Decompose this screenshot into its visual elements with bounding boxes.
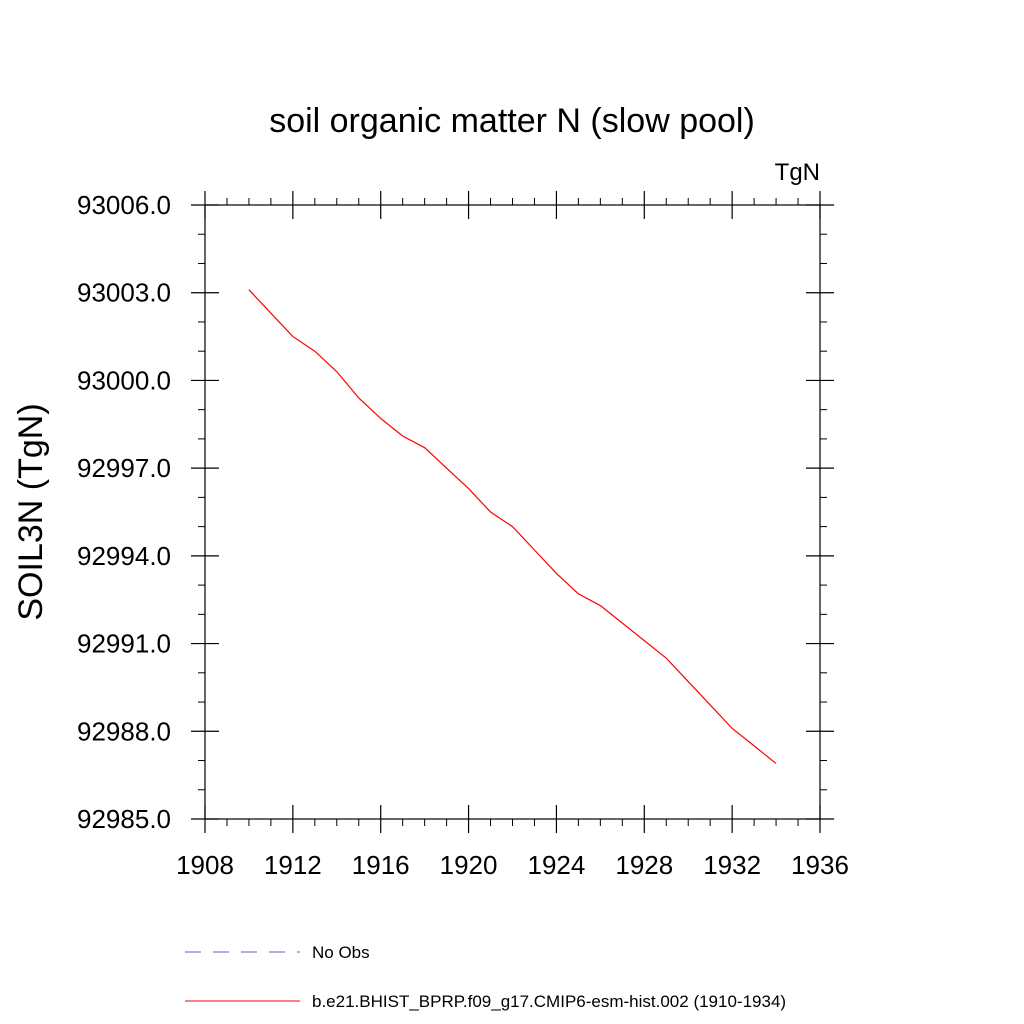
x-tick-label: 1916 [352,850,410,880]
legend-label: No Obs [312,943,370,962]
chart-title: soil organic matter N (slow pool) [269,102,755,140]
y-tick-label: 92985.0 [77,804,171,834]
y-tick-label: 93003.0 [77,278,171,308]
y-axis-label: SOIL3N (TgN) [12,403,50,620]
x-tick-label: 1912 [264,850,322,880]
y-tick-label: 92994.0 [77,541,171,571]
plot-frame [204,204,821,820]
x-tick-label: 1932 [703,850,761,880]
series-line [248,289,777,764]
y-axis: 92985.0 92988.0 92991.0 92994.0 92997.0 93000… [77,190,834,834]
legend-label: b.e21.BHIST_BPRP.f09_g17.CMIP6-esm-hist.… [312,992,786,1011]
legend: No Obs b.e21.BHIST_BPRP.f09_g17.CMIP6-esm… [185,943,786,1011]
x-tick-label: 1920 [440,850,498,880]
y-tick-label: 92991.0 [77,629,171,659]
x-axis: 1908 1912 1916 1920 1924 1928 1932 1936 [176,191,849,880]
y-tick-label: 92988.0 [77,716,171,746]
y-tick-label: 92997.0 [77,453,171,483]
x-tick-label: 1928 [615,850,673,880]
y-tick-label: 93000.0 [77,365,171,395]
units-label: TgN [775,159,820,186]
x-tick-label: 1924 [528,850,586,880]
series-layer [248,289,777,764]
x-tick-label: 1936 [791,850,849,880]
y-tick-label: 93006.0 [77,190,171,220]
x-tick-label: 1908 [176,850,234,880]
